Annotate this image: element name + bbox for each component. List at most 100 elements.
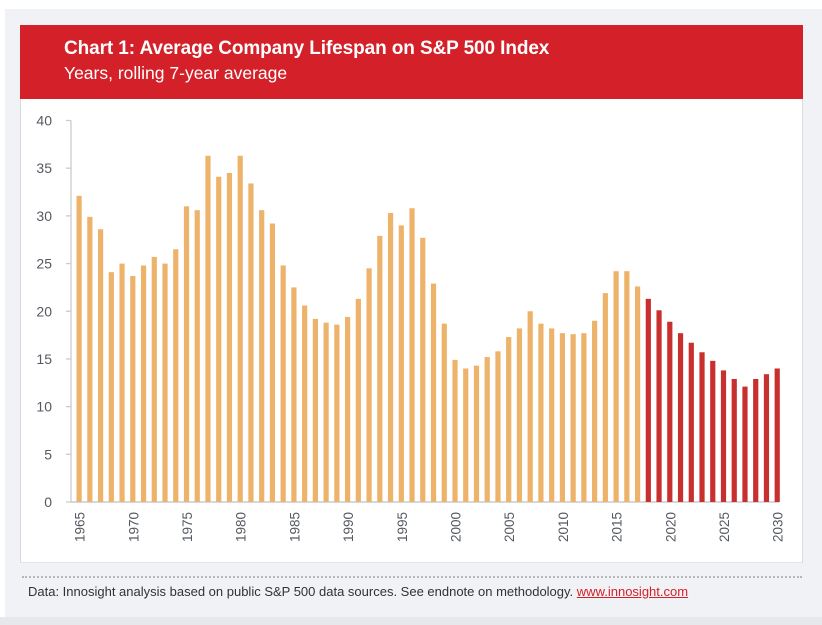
y-tick-label: 5 [44, 446, 52, 462]
historical-bar-1974 [173, 249, 179, 502]
historical-bar-1994 [387, 213, 394, 503]
y-tick-label: 25 [36, 256, 52, 272]
x-tick-label: 2015 [610, 512, 625, 542]
historical-bar-1966 [87, 216, 93, 503]
x-tick-label: 2025 [717, 512, 732, 542]
forecast-bar-2022 [688, 342, 694, 502]
historical-bar-2005 [506, 337, 512, 502]
historical-bar-2011 [570, 334, 576, 502]
historical-bar-1991 [355, 298, 361, 502]
forecast-bar-2029 [763, 374, 770, 502]
historical-bar-2001 [463, 368, 469, 502]
historical-bar-1969 [119, 263, 125, 502]
historical-bar-1997 [420, 237, 426, 502]
historical-bar-1996 [409, 208, 415, 502]
historical-bar-1976 [194, 210, 200, 502]
chart-header: Chart 1: Average Company Lifespan on S&P… [20, 25, 803, 99]
forecast-bar-2020 [667, 321, 673, 502]
forecast-bar-2024 [710, 360, 716, 502]
x-tick-label: 1990 [341, 512, 356, 542]
forecast-bar-2018 [645, 298, 651, 502]
historical-bar-2007 [527, 311, 533, 502]
historical-bar-1988 [323, 322, 329, 502]
x-tick-label: 2020 [663, 512, 678, 542]
historical-bar-1981 [248, 183, 254, 502]
y-tick-label: 20 [36, 303, 52, 319]
bottom-strip [0, 617, 822, 625]
forecast-bar-2026 [731, 378, 737, 502]
historical-bar-1978 [216, 176, 222, 503]
historical-bar-2013 [592, 320, 598, 502]
historical-bar-1995 [398, 225, 404, 502]
historical-bar-1982 [259, 210, 265, 502]
historical-bar-2012 [581, 333, 587, 502]
x-tick-label: 1970 [126, 512, 141, 542]
historical-bar-1965 [76, 195, 82, 502]
historical-bar-1987 [312, 318, 318, 502]
x-axis: 1965 1970 1975 1980 1985 1990 1995 2000 2005 2010… [71, 501, 786, 542]
historical-bar-2009 [549, 328, 555, 502]
footer: Data: Innosight analysis based on public… [28, 584, 818, 599]
y-axis: 0 5 10 15 20 25 30 35 40 [36, 113, 72, 510]
forecast-bar-2030 [774, 368, 780, 502]
historical-bar-1967 [97, 229, 104, 503]
source-note: Data: Innosight analysis based on public… [28, 584, 574, 599]
x-tick-label: 1985 [287, 512, 302, 542]
historical-bar-1977 [205, 155, 211, 502]
historical-bar-2015 [613, 271, 619, 502]
forecast-bar-2019 [656, 310, 662, 502]
historical-bar-1971 [140, 265, 147, 502]
historical-bar-2000 [452, 359, 458, 502]
historical-bar-1979 [226, 172, 233, 503]
historical-bar-1970 [130, 275, 136, 502]
x-tick-label: 2030 [771, 512, 786, 542]
y-tick-label: 0 [44, 494, 52, 510]
chart-title: Chart 1: Average Company Lifespan on S&P… [64, 38, 550, 59]
historical-bar-2003 [484, 357, 490, 502]
historical-bar-1986 [302, 305, 308, 502]
footer-divider [22, 576, 802, 578]
historical-bar-1972 [151, 256, 157, 502]
historical-bar-2004 [495, 351, 501, 502]
forecast-bar-2023 [699, 352, 705, 502]
forecast-bar-2025 [720, 370, 727, 502]
historical-bar-2010 [559, 333, 565, 502]
y-tick-label: 35 [36, 160, 52, 176]
x-tick-label: 2010 [556, 512, 571, 542]
historical-bar-1973 [162, 263, 168, 502]
historical-bar-2014 [602, 293, 608, 502]
forecast-bar-2021 [677, 333, 684, 502]
historical-bar-2017 [634, 286, 641, 502]
historical-bar-1999 [441, 323, 447, 502]
historical-bar-1998 [430, 283, 437, 502]
x-tick-label: 1980 [234, 512, 249, 542]
x-tick-label: 2000 [449, 512, 464, 542]
forecast-bar-2028 [753, 378, 759, 502]
chart-subtitle: Years, rolling 7-year average [64, 63, 288, 83]
historical-bar-1989 [334, 324, 340, 502]
x-tick-label: 2005 [502, 512, 517, 542]
historical-bar-1983 [269, 223, 276, 502]
historical-bar-1984 [280, 265, 286, 502]
y-tick-label: 15 [36, 351, 52, 367]
x-tick-label: 1995 [395, 512, 410, 542]
innosight-link[interactable]: www.innosight.com [576, 584, 689, 599]
historical-bar-2002 [473, 365, 480, 502]
historical-bar-2008 [538, 323, 544, 502]
bars [76, 155, 780, 503]
historical-bar-1975 [183, 206, 190, 502]
historical-bar-1980 [237, 155, 243, 502]
historical-bar-1968 [108, 272, 114, 502]
historical-bar-1993 [377, 235, 383, 502]
historical-bar-2016 [624, 271, 630, 502]
y-tick-label: 30 [36, 208, 52, 224]
x-tick-label: 1975 [180, 512, 195, 542]
historical-bar-1990 [345, 316, 351, 502]
historical-bar-2006 [516, 328, 523, 502]
historical-bar-1985 [291, 287, 297, 502]
historical-bar-1992 [366, 268, 372, 502]
x-tick-label: 1965 [73, 512, 88, 542]
forecast-bar-2027 [742, 386, 748, 502]
y-tick-label: 40 [36, 113, 52, 129]
